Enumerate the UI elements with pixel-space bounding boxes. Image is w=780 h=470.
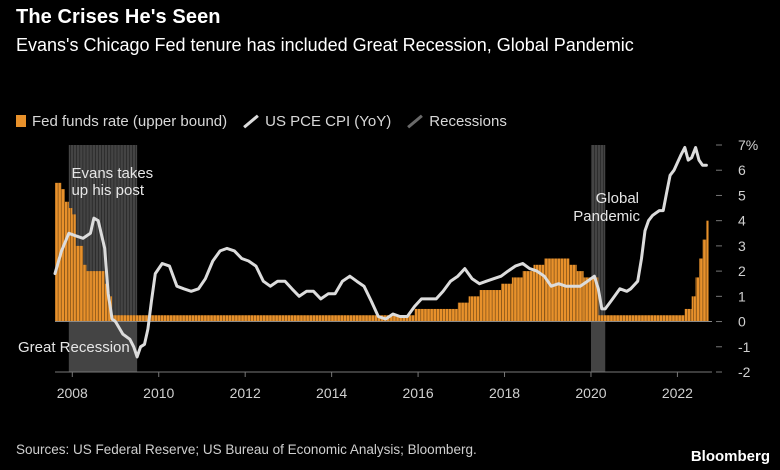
legend-label-pce: US PCE CPI (YoY) xyxy=(265,112,392,130)
x-tick-label-1: 2010 xyxy=(143,385,174,401)
rate-bar-28 xyxy=(598,315,685,322)
rate-bar-24 xyxy=(544,258,570,322)
legend-label-recessions: Recessions xyxy=(429,112,507,130)
x-tick-label-3: 2014 xyxy=(316,385,347,401)
rate-bar-21 xyxy=(511,277,523,322)
chart-subtitle: Evans's Chicago Fed tenure has included … xyxy=(16,35,634,55)
x-tick-label-6: 2020 xyxy=(575,385,606,401)
rate-bar-15 xyxy=(112,315,415,322)
y-tick-label-3: 1 xyxy=(738,288,746,304)
rate-bar-34 xyxy=(706,220,709,322)
rate-bar-7 xyxy=(83,264,87,322)
x-tick-label-0: 2008 xyxy=(57,385,88,401)
y-tick-label-8: 6 xyxy=(738,162,746,178)
legend: Fed funds rate (upper bound) US PCE CPI … xyxy=(16,111,521,131)
x-tick-label-5: 2018 xyxy=(489,385,520,401)
rate-bar-26 xyxy=(576,271,584,322)
rate-bar-29 xyxy=(684,308,692,322)
legend-swatch-rate xyxy=(16,115,26,127)
legend-item-rate: Fed funds rate (upper bound) xyxy=(16,113,227,130)
legend-label-rate: Fed funds rate (upper bound) xyxy=(32,112,228,130)
recession-band-1 xyxy=(590,145,606,372)
annotation-great-recession: Great Recession xyxy=(18,339,130,356)
legend-item-pce: US PCE CPI (YoY) xyxy=(241,113,391,130)
rate-bar-2 xyxy=(64,201,69,322)
rate-bar-22 xyxy=(522,271,534,322)
rate-bar-32 xyxy=(699,258,703,322)
x-tick-label-4: 2016 xyxy=(403,385,434,401)
rate-bar-19 xyxy=(479,290,502,322)
rate-bar-33 xyxy=(702,239,707,322)
rate-bar-5 xyxy=(75,245,80,322)
rate-bar-20 xyxy=(501,283,512,322)
annotation-global-pandemic: Global Pandemic xyxy=(573,190,640,225)
y-tick-label-0: -2 xyxy=(738,364,751,380)
rate-bar-8 xyxy=(86,271,91,322)
y-tick-label-9: 7% xyxy=(738,137,758,153)
annotation-evans: Evans takes up his post xyxy=(71,165,153,199)
y-tick-label-5: 3 xyxy=(738,238,746,254)
rate-bar-11 xyxy=(97,271,102,322)
chart-title: The Crises He's Seen xyxy=(16,6,221,28)
rate-bar-18 xyxy=(468,296,480,322)
x-tick-label-7: 2022 xyxy=(662,385,693,401)
y-tick-label-2: 0 xyxy=(738,314,746,330)
rate-bar-1 xyxy=(61,189,65,322)
x-tick-label-2: 2012 xyxy=(230,385,261,401)
y-tick-label-1: -1 xyxy=(738,339,751,355)
rate-bar-17 xyxy=(457,302,469,322)
bloomberg-logo: Bloomberg xyxy=(690,448,770,465)
y-tick-label-4: 2 xyxy=(738,263,746,279)
rate-bar-12 xyxy=(101,271,105,322)
rate-bar-31 xyxy=(695,277,700,322)
y-tick-label-7: 5 xyxy=(738,187,746,203)
y-tick-label-6: 4 xyxy=(738,213,746,229)
rate-bar-4 xyxy=(72,214,76,322)
legend-item-recessions: Recessions xyxy=(405,113,507,130)
rate-bar-13 xyxy=(104,283,109,322)
rate-bar-6 xyxy=(79,245,84,322)
rate-bar-10 xyxy=(93,271,98,322)
pce-line xyxy=(53,146,708,359)
rate-bar-25 xyxy=(569,264,577,322)
source-note: Sources: US Federal Reserve; US Bureau o… xyxy=(16,442,477,457)
